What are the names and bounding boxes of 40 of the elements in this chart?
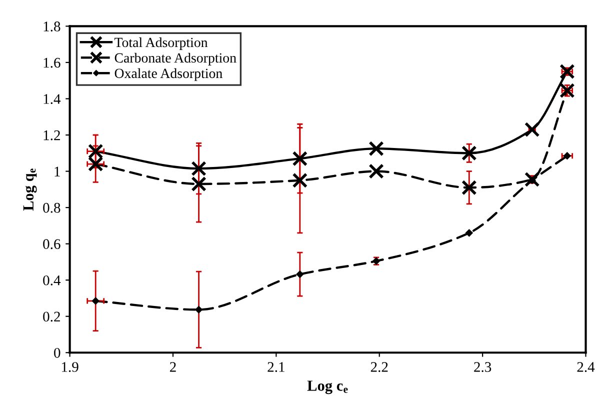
- x-tick-label: 1.9: [62, 362, 78, 372]
- point: [92, 297, 100, 305]
- point: [564, 152, 571, 160]
- point: [524, 172, 540, 188]
- y-tick-label: 0.4: [43, 275, 61, 286]
- x-tick-label: 2.3: [474, 362, 492, 372]
- point: [560, 82, 575, 98]
- point: [462, 146, 477, 161]
- x-tick-label: 2.4: [577, 362, 595, 372]
- point: [560, 64, 575, 80]
- legend-label: Carbonate Adsorption: [114, 52, 236, 66]
- point: [88, 144, 104, 159]
- point: [296, 270, 304, 278]
- point: [88, 156, 104, 172]
- legend-label: Oxalate Adsorption: [114, 68, 222, 81]
- y-tick-label: 1.4: [44, 94, 61, 104]
- point: [292, 172, 308, 188]
- point: [524, 122, 540, 138]
- x-axis-title: Log c$_{e}$: [307, 380, 348, 394]
- point: [368, 164, 384, 179]
- y-tick-label: 1.6: [44, 58, 60, 68]
- y-tick-label: 0: [54, 348, 60, 358]
- y-tick-label: 0.8: [43, 202, 60, 213]
- y-tick-label: 0.6: [43, 239, 60, 250]
- x-tick-label: 2: [170, 362, 176, 372]
- point: [368, 140, 384, 156]
- y-tick-label: 0.2: [43, 312, 60, 322]
- point: [191, 176, 206, 192]
- y-tick-label: 1: [54, 166, 60, 176]
- y-axis-title: Log q$_{e}$: [23, 168, 37, 211]
- point: [191, 160, 206, 176]
- y-tick-label: 1.8: [44, 22, 60, 32]
- x-tick-label: 2.2: [370, 362, 388, 372]
- y-tick-label: 1.2: [44, 130, 60, 140]
- x-tick-label: 2.1: [268, 362, 284, 372]
- point: [462, 180, 477, 196]
- point: [195, 306, 202, 314]
- point: [292, 150, 308, 166]
- legend-label: Total Adsorption: [114, 37, 208, 50]
- point: [466, 229, 473, 237]
